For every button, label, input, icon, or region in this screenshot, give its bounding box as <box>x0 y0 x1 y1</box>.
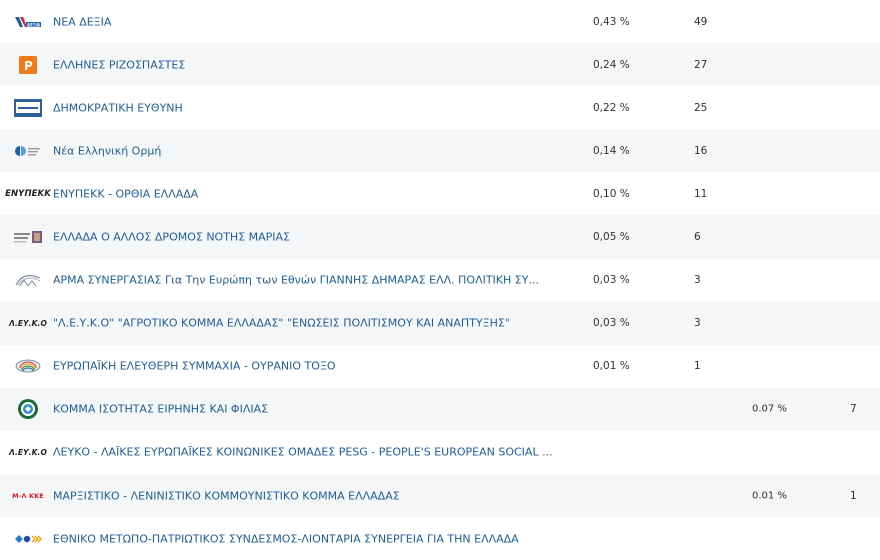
table-row: ENYΠEKK ΕΝΥΠΕΚΚ - ΟΡΘΙΑ ΕΛΛΑΔΑ 0,10 % 11 <box>0 172 880 215</box>
ethniko-metopo-logo-icon <box>14 529 42 549</box>
party-name-link[interactable]: ΑΡΜΑ ΣΥΝΕΡΓΑΣΙΑΣ Για Την Ευρώπη των Εθνώ… <box>53 273 539 287</box>
vote-count: 7 <box>850 403 857 416</box>
vote-count: 1 <box>850 489 857 502</box>
percentage: 0,01 % <box>593 360 630 373</box>
percentage: 0,14 % <box>593 144 630 157</box>
dimokratiki-euthyni-logo-icon <box>14 98 42 118</box>
table-row: ΕΘΝΙΚΟ ΜΕΤΩΠΟ-ΠΑΤΡΙΩΤΙΚΟΣ ΣΥΝΔΕΣΜΟΣ-ΛΙΟΝ… <box>0 517 880 560</box>
party-name-link[interactable]: ΜΑΡΞΙΣΤΙΚΟ - ΛΕΝΙΝΙΣΤΙΚΟ ΚΟΜΜΟΥΝΙΣΤΙΚΟ Κ… <box>53 489 400 503</box>
ellada-allos-dromos-logo-icon <box>14 227 42 247</box>
vote-count: 27 <box>694 58 708 71</box>
vote-count: 11 <box>694 187 708 200</box>
svg-text:P: P <box>24 59 33 73</box>
percentage: 0,03 % <box>593 317 630 330</box>
komma-isotitas-logo-icon <box>14 399 42 420</box>
table-row: ΔΗΜΟΚΡΑΤΙΚΗ ΕΥΘΥΝΗ 0,22 % 25 <box>0 86 880 129</box>
percentage: 0,24 % <box>593 58 630 71</box>
table-row: ΕΥΡΩΠΑΪΚΗ ΕΛΕΥΘΕΡΗ ΣΥΜΜΑΧΙΑ - ΟΥΡΑΝΙΟ ΤΟ… <box>0 345 880 388</box>
vote-count: 1 <box>694 360 701 373</box>
table-row: Νέα Ελληνική Ορμή 0,14 % 16 <box>0 129 880 173</box>
enypekk-logo-icon: ENYΠEKK <box>5 188 51 199</box>
table-row: ΚΟΜΜΑ ΙΣΟΤΗΤΑΣ ΕΙΡΗΝΗΣ ΚΑΙ ΦΙΛΙΑΣ 0.07 %… <box>0 387 880 431</box>
table-row: ΑΡΜΑ ΣΥΝΕΡΓΑΣΙΑΣ Για Την Ευρώπη των Εθνώ… <box>0 259 880 302</box>
party-name-link[interactable]: ΕΘΝΙΚΟ ΜΕΤΩΠΟ-ΠΑΤΡΙΩΤΙΚΟΣ ΣΥΝΔΕΣΜΟΣ-ΛΙΟΝ… <box>53 532 519 546</box>
party-name-link[interactable]: Νέα Ελληνική Ορμή <box>53 144 162 158</box>
party-name-link[interactable]: ΕΛΛΗΝΕΣ ΡΙΖΟΣΠΑΣΤΕΣ <box>53 58 186 72</box>
percentage: 0.01 % <box>752 490 787 502</box>
table-row: ΕΛΛΑΔΑ Ο ΑΛΛΟΣ ΔΡΟΜΟΣ ΝΟΤΗΣ ΜΑΡΙΑΣ 0,05 … <box>0 215 880 259</box>
vote-count: 49 <box>694 15 708 28</box>
party-name-link[interactable]: ΝΕΑ ΔΕΞΙΑ <box>53 15 112 29</box>
party-name-link[interactable]: ΔΗΜΟΚΡΑΤΙΚΗ ΕΥΘΥΝΗ <box>53 101 183 115</box>
party-name-link[interactable]: "Λ.Ε.Υ.Κ.Ο" "ΑΓΡΟΤΙΚΟ ΚΟΜΜΑ ΕΛΛΑΔΑΣ" "ΕΝ… <box>53 316 510 330</box>
leyko-logo-icon: Λ.ΕΥ.Κ.Ο <box>9 318 47 328</box>
leyko-pesg-logo-icon: Λ.ΕΥ.Κ.Ο <box>9 447 47 457</box>
vote-count: 3 <box>694 317 701 330</box>
nea-dexia-logo-icon: ΔΕΞΙΑ <box>14 12 42 32</box>
party-name-link[interactable]: ΕΝΥΠΕΚΚ - ΟΡΘΙΑ ΕΛΛΑΔΑ <box>53 187 199 201</box>
vote-count: 25 <box>694 101 708 114</box>
vote-count: 16 <box>694 144 708 157</box>
nea-elliniki-ormi-logo-icon <box>14 141 42 161</box>
svg-text:ΔΕΞΙΑ: ΔΕΞΙΑ <box>27 22 41 27</box>
percentage: 0,03 % <box>593 274 630 287</box>
table-row: Λ.ΕΥ.Κ.Ο "Λ.Ε.Υ.Κ.Ο" "ΑΓΡΟΤΙΚΟ ΚΟΜΜΑ ΕΛΛ… <box>0 301 880 345</box>
percentage: 0,43 % <box>593 15 630 28</box>
percentage: 0,22 % <box>593 101 630 114</box>
arma-synergasias-logo-icon <box>14 270 42 290</box>
ellines-rizospastes-logo-icon: P <box>14 55 42 75</box>
vote-count: 3 <box>694 274 701 287</box>
party-name-link[interactable]: ΕΥΡΩΠΑΪΚΗ ΕΛΕΥΘΕΡΗ ΣΥΜΜΑΧΙΑ - ΟΥΡΑΝΙΟ ΤΟ… <box>53 359 336 373</box>
table-row: Μ-Λ ΚΚΕ ΜΑΡΞΙΣΤΙΚΟ - ΛΕΝΙΝΙΣΤΙΚΟ ΚΟΜΜΟΥΝ… <box>0 474 880 518</box>
party-name-link[interactable]: ΕΛΛΑΔΑ Ο ΑΛΛΟΣ ΔΡΟΜΟΣ ΝΟΤΗΣ ΜΑΡΙΑΣ <box>53 230 291 244</box>
table-row: P ΕΛΛΗΝΕΣ ΡΙΖΟΣΠΑΣΤΕΣ 0,24 % 27 <box>0 43 880 87</box>
party-name-link[interactable]: ΚΟΜΜΑ ΙΣΟΤΗΤΑΣ ΕΙΡΗΝΗΣ ΚΑΙ ΦΙΛΙΑΣ <box>53 402 269 416</box>
ml-kke-logo-icon: Μ-Λ ΚΚΕ <box>12 491 44 500</box>
percentage: 0,10 % <box>593 187 630 200</box>
table-row: Λ.ΕΥ.Κ.Ο ΛΕΥΚΟ - ΛΑΪΚΕΣ ΕΥΡΩΠΑΪΚΕΣ ΚΟΙΝΩ… <box>0 431 880 474</box>
vote-count: 6 <box>694 231 701 244</box>
table-row: ΔΕΞΙΑ ΝΕΑ ΔΕΞΙΑ 0,43 % 49 <box>0 0 880 43</box>
percentage: 0,05 % <box>593 231 630 244</box>
europaiki-eleftheri-logo-icon <box>14 356 42 376</box>
percentage: 0.07 % <box>752 403 787 415</box>
party-name-link[interactable]: ΛΕΥΚΟ - ΛΑΪΚΕΣ ΕΥΡΩΠΑΪΚΕΣ ΚΟΙΝΩΝΙΚΕΣ ΟΜΑ… <box>53 445 553 459</box>
